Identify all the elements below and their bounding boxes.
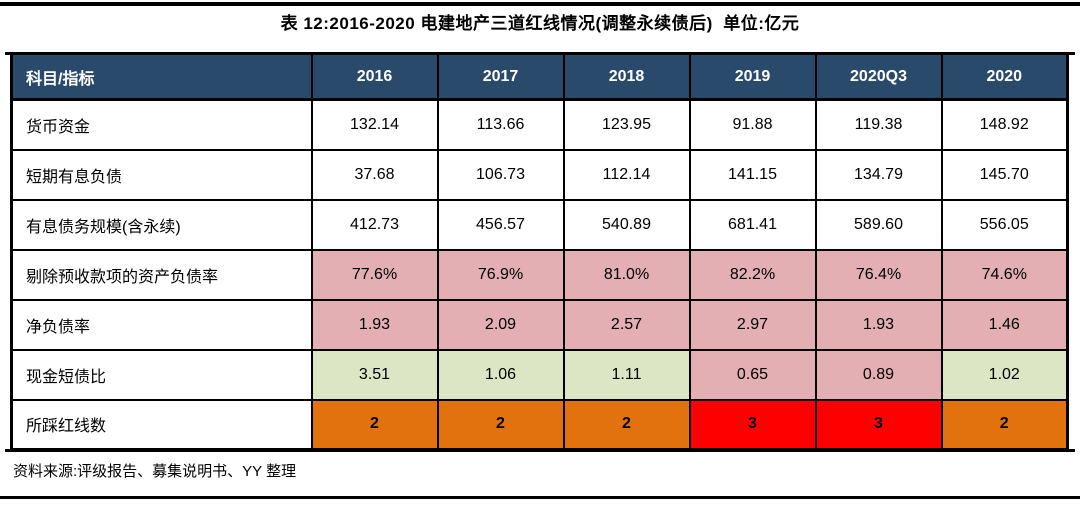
cell-value: 2.97 xyxy=(688,298,817,351)
cell-value: 0.65 xyxy=(688,348,817,401)
column-header-2019: 2019 xyxy=(688,52,817,101)
cell-value: 119.38 xyxy=(814,98,943,151)
table-row-net-debt-ratio: 净负债率 1.93 2.09 2.57 2.97 1.93 1.46 xyxy=(10,298,1069,351)
cell-value: 1.06 xyxy=(436,348,565,401)
cell-value: 113.66 xyxy=(436,98,565,151)
cell-value: 132.14 xyxy=(310,98,439,151)
table-row-asset-liability-ratio: 剔除预收款项的资产负债率 77.6% 76.9% 81.0% 82.2% 76.… xyxy=(10,248,1069,301)
cell-value: 81.0% xyxy=(562,248,691,301)
cell-value: 2 xyxy=(436,398,565,451)
column-header-2017: 2017 xyxy=(436,52,565,101)
cell-value: 106.73 xyxy=(436,148,565,201)
cell-value: 74.6% xyxy=(940,248,1069,301)
cell-value: 3 xyxy=(688,398,817,451)
cell-value: 2 xyxy=(562,398,691,451)
row-label: 净负债率 xyxy=(10,298,313,351)
cell-value: 145.70 xyxy=(940,148,1069,201)
cell-value: 540.89 xyxy=(562,198,691,251)
cell-value: 77.6% xyxy=(310,248,439,301)
bottom-rule xyxy=(0,496,1080,499)
cell-value: 556.05 xyxy=(940,198,1069,251)
column-header-2020q3: 2020Q3 xyxy=(814,52,943,101)
table-row-interest-bearing-debt: 有息债务规模(含永续) 412.73 456.57 540.89 681.41 … xyxy=(10,198,1069,251)
cell-value: 76.4% xyxy=(814,248,943,301)
cell-value: 1.93 xyxy=(310,298,439,351)
cell-value: 123.95 xyxy=(562,98,691,151)
cell-value: 2 xyxy=(310,398,439,451)
cell-value: 141.15 xyxy=(688,148,817,201)
column-header-indicator: 科目/指标 xyxy=(10,52,313,101)
table-row-monetary-funds: 货币资金 132.14 113.66 123.95 91.88 119.38 1… xyxy=(10,98,1069,151)
table-row-short-term-debt: 短期有息负债 37.68 106.73 112.14 141.15 134.79… xyxy=(10,148,1069,201)
row-label: 货币资金 xyxy=(10,98,313,151)
source-note: 资料来源:评级报告、募集说明书、YY 整理 xyxy=(13,463,297,480)
cell-value: 2.09 xyxy=(436,298,565,351)
top-rule xyxy=(0,2,1080,6)
table-row-red-lines-count: 所踩红线数 2 2 2 3 3 2 xyxy=(10,398,1069,451)
cell-value: 456.57 xyxy=(436,198,565,251)
cell-value: 1.46 xyxy=(940,298,1069,351)
cell-value: 112.14 xyxy=(562,148,691,201)
cell-value: 589.60 xyxy=(814,198,943,251)
cell-value: 148.92 xyxy=(940,98,1069,151)
row-label: 剔除预收款项的资产负债率 xyxy=(10,248,313,301)
cell-value: 3 xyxy=(814,398,943,451)
table-row-cash-short-debt-ratio: 现金短债比 3.51 1.06 1.11 0.65 0.89 1.02 xyxy=(10,348,1069,401)
column-header-2016: 2016 xyxy=(310,52,439,101)
cell-value: 76.9% xyxy=(436,248,565,301)
cell-value: 2.57 xyxy=(562,298,691,351)
row-label: 有息债务规模(含永续) xyxy=(10,198,313,251)
cell-value: 2 xyxy=(940,398,1069,451)
cell-value: 1.93 xyxy=(814,298,943,351)
table-title: 表 12:2016-2020 电建地产三道红线情况(调整永续债后) 单位:亿元 xyxy=(280,14,800,33)
header-row: 科目/指标 2016 2017 2018 2019 2020Q3 2020 xyxy=(10,52,1069,101)
cell-value: 681.41 xyxy=(688,198,817,251)
cell-value: 82.2% xyxy=(688,248,817,301)
column-header-2018: 2018 xyxy=(562,52,691,101)
three-red-lines-table: 科目/指标 2016 2017 2018 2019 2020Q3 2020 货币… xyxy=(10,52,1069,451)
cell-value: 1.02 xyxy=(940,348,1069,401)
cell-value: 0.89 xyxy=(814,348,943,401)
cell-value: 1.11 xyxy=(562,348,691,401)
cell-value: 412.73 xyxy=(310,198,439,251)
row-label: 短期有息负债 xyxy=(10,148,313,201)
cell-value: 134.79 xyxy=(814,148,943,201)
cell-value: 37.68 xyxy=(310,148,439,201)
cell-value: 91.88 xyxy=(688,98,817,151)
row-label: 所踩红线数 xyxy=(10,398,313,451)
cell-value: 3.51 xyxy=(310,348,439,401)
row-label: 现金短债比 xyxy=(10,348,313,401)
column-header-2020: 2020 xyxy=(940,52,1069,101)
